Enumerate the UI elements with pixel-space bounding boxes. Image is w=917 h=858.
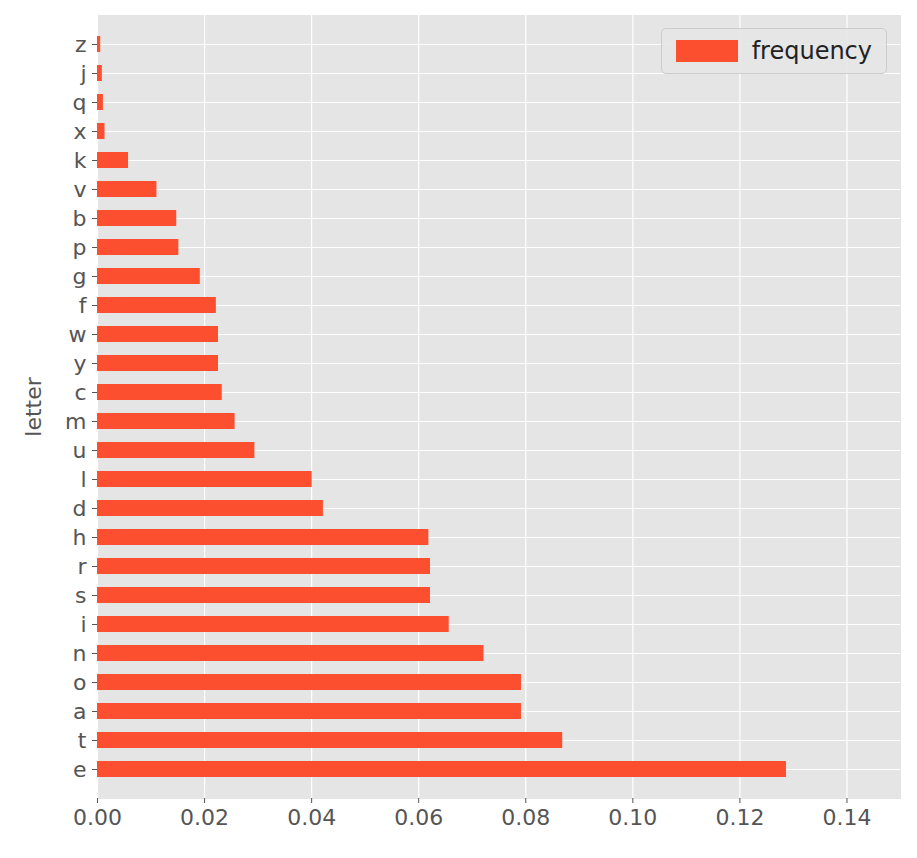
svg-text:c: c	[74, 380, 86, 405]
svg-text:j: j	[79, 61, 86, 86]
svg-text:g: g	[73, 264, 87, 289]
svg-text:0.12: 0.12	[715, 805, 764, 830]
svg-text:p: p	[73, 235, 87, 260]
svg-text:e: e	[73, 757, 87, 782]
svg-text:x: x	[73, 119, 86, 144]
svg-text:s: s	[75, 583, 86, 608]
svg-text:n: n	[73, 641, 87, 666]
svg-text:0.14: 0.14	[822, 805, 871, 830]
svg-text:r: r	[77, 554, 87, 579]
svg-text:0.06: 0.06	[394, 805, 443, 830]
svg-text:f: f	[79, 293, 88, 318]
svg-text:l: l	[80, 467, 86, 492]
svg-text:o: o	[73, 670, 86, 695]
svg-text:v: v	[73, 177, 86, 202]
svg-text:m: m	[65, 409, 86, 434]
svg-text:0.00: 0.00	[73, 805, 122, 830]
svg-text:q: q	[73, 90, 87, 115]
svg-text:k: k	[74, 148, 87, 173]
svg-text:0.04: 0.04	[287, 805, 336, 830]
svg-text:i: i	[80, 612, 86, 637]
svg-text:0.10: 0.10	[608, 805, 657, 830]
svg-text:u: u	[73, 438, 87, 463]
svg-text:0.08: 0.08	[501, 805, 550, 830]
svg-text:b: b	[73, 206, 87, 231]
svg-text:h: h	[73, 525, 87, 550]
svg-text:0.02: 0.02	[180, 805, 229, 830]
svg-text:w: w	[69, 322, 87, 347]
html-text:frequency: frequency	[751, 37, 872, 65]
svg-text:a: a	[73, 699, 86, 724]
svg-text:y: y	[73, 351, 86, 376]
svg-text:t: t	[78, 728, 87, 753]
svg-text:d: d	[73, 496, 87, 521]
svg-text:z: z	[75, 32, 87, 57]
svg-text:letter: letter	[21, 376, 46, 436]
